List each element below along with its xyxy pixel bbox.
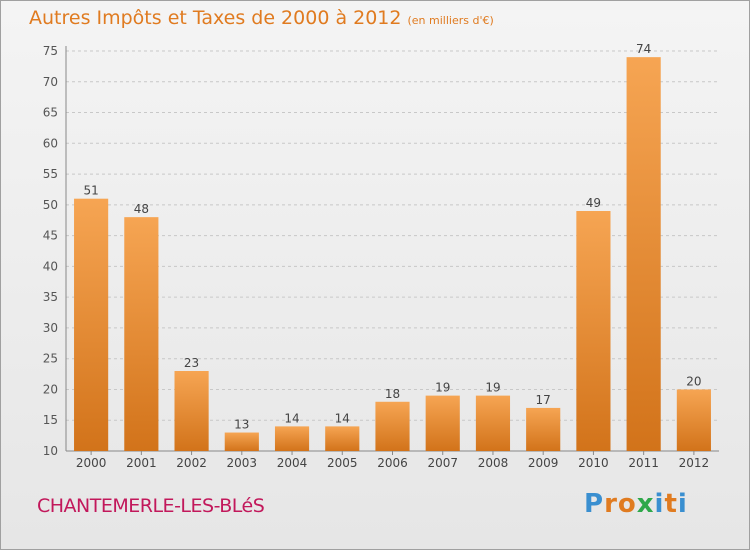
data-label: 74: [636, 42, 651, 56]
x-tick-label: 2001: [126, 456, 157, 470]
logo-letter: r: [604, 489, 618, 519]
x-tick-label: 2003: [227, 456, 258, 470]
bar: [526, 407, 561, 451]
y-tick-label: 35: [43, 290, 58, 304]
x-tick-label: 2000: [76, 456, 107, 470]
x-tick-label: 2012: [679, 456, 710, 470]
data-label: 51: [83, 184, 98, 198]
logo-letter: P: [584, 489, 605, 519]
bar: [124, 217, 159, 451]
y-tick-label: 45: [43, 229, 58, 243]
x-tick-label: 2011: [628, 456, 659, 470]
chart-subtitle: (en milliers d'€): [407, 14, 494, 27]
bar: [576, 211, 611, 451]
y-tick-label: 65: [43, 106, 58, 120]
data-label: 14: [335, 411, 350, 425]
bar: [174, 371, 209, 451]
y-tick-label: 70: [43, 75, 58, 89]
logo-letter: i: [677, 489, 688, 519]
bar: [475, 395, 511, 451]
chart-title-text: Autres Impôts et Taxes de 2000 à 2012: [29, 7, 402, 29]
logo-letter: o: [617, 489, 637, 519]
data-label: 18: [385, 387, 400, 401]
data-label: 13: [234, 418, 249, 432]
data-label: 20: [686, 374, 701, 388]
x-tick-label: 2007: [427, 456, 458, 470]
data-label: 23: [184, 356, 199, 370]
logo-letter: x: [636, 489, 655, 519]
proxiti-logo: Proxiti: [584, 489, 688, 519]
x-tick-label: 2008: [478, 456, 509, 470]
y-tick-label: 75: [43, 44, 58, 58]
data-label: 19: [435, 381, 450, 395]
y-tick-label: 30: [43, 321, 58, 335]
bar: [375, 401, 410, 451]
bar: [274, 426, 310, 451]
bar: [425, 395, 460, 451]
data-label: 17: [536, 393, 551, 407]
y-tick-label: 10: [43, 444, 58, 458]
x-tick-label: 2002: [176, 456, 207, 470]
logo-letter: t: [664, 489, 678, 519]
chart-title: Autres Impôts et Taxes de 2000 à 2012 (en…: [29, 7, 494, 29]
y-tick-label: 15: [43, 413, 58, 427]
y-tick-label: 25: [43, 352, 58, 366]
x-tick-label: 2010: [578, 456, 609, 470]
x-tick-label: 2004: [277, 456, 308, 470]
y-tick-label: 20: [43, 382, 58, 396]
x-tick-label: 2006: [377, 456, 408, 470]
data-label: 14: [284, 411, 299, 425]
y-tick-label: 50: [43, 198, 58, 212]
data-label: 49: [586, 196, 601, 210]
bar: [676, 389, 711, 451]
y-tick-label: 40: [43, 259, 58, 273]
x-tick-label: 2005: [327, 456, 358, 470]
x-tick-label: 2009: [528, 456, 559, 470]
bar: [74, 198, 109, 451]
commune-name: CHANTEMERLE-LES-BLéS: [37, 495, 265, 517]
logo-letter: i: [654, 489, 665, 519]
data-label: 48: [134, 202, 149, 216]
bar: [224, 432, 259, 451]
bar: [626, 57, 661, 452]
y-tick-label: 60: [43, 136, 58, 150]
bar: [325, 426, 360, 451]
y-tick-label: 55: [43, 167, 58, 181]
data-label: 19: [485, 381, 500, 395]
